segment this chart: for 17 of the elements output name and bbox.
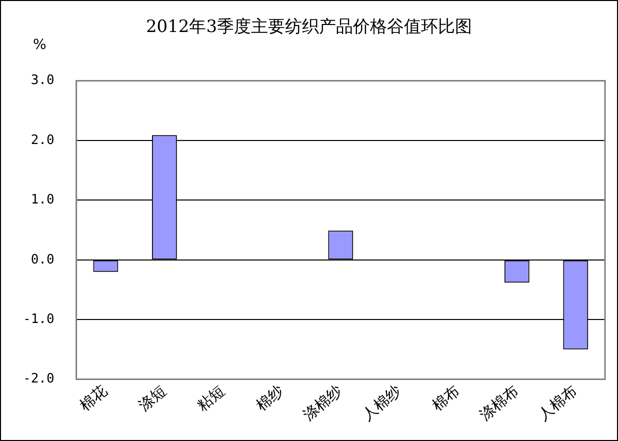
y-tick-label: 0.0 <box>30 252 54 268</box>
x-tick-label: 棉纱 <box>252 381 287 415</box>
y-tick-label: -2.0 <box>22 372 54 387</box>
x-tick-label: 棉花 <box>76 381 111 415</box>
y-tick-label: 1.0 <box>30 192 54 208</box>
x-tick-label: 棉布 <box>428 381 464 415</box>
x-tick-label: 人棉纱 <box>358 381 404 424</box>
x-tick-label: 涤短 <box>134 381 170 415</box>
x-tick-label: 粘短 <box>194 381 228 415</box>
y-tick-label: 2.0 <box>30 132 54 148</box>
y-axis-title: % <box>33 37 46 53</box>
y-tick-label: -1.0 <box>22 312 54 327</box>
chart-title: 2012年3季度主要纺织产品价格谷值环比图 <box>144 16 474 38</box>
y-tick-label: 3.0 <box>30 73 54 88</box>
x-tick-label: 涤棉纱 <box>300 381 346 424</box>
x-tick-label: 人棉布 <box>534 381 581 424</box>
x-tick-label: 涤棉布 <box>476 381 522 424</box>
